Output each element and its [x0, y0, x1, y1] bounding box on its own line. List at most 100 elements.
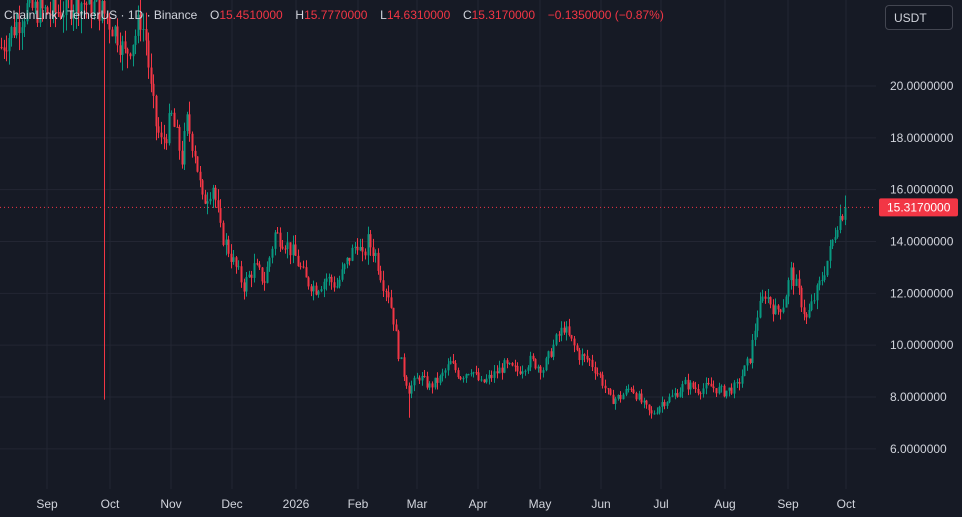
candle-body	[699, 393, 702, 395]
candle-body	[488, 374, 491, 379]
candle-body	[333, 282, 336, 288]
candle-body	[836, 229, 839, 238]
candle-body	[591, 359, 594, 368]
candle-body	[328, 276, 331, 279]
candle-body	[382, 280, 385, 291]
symbol-name[interactable]: ChainLink / TetherUS	[4, 8, 118, 22]
candle-body	[28, 0, 31, 4]
candle-body	[387, 292, 390, 298]
candle-body	[204, 194, 207, 204]
candle-body	[578, 350, 581, 361]
separator: ·	[146, 8, 151, 22]
candle-body	[658, 406, 661, 413]
candle-body	[108, 17, 111, 30]
candle-body	[630, 388, 633, 390]
candle-body	[13, 27, 16, 36]
candle-body	[645, 400, 648, 405]
x-tick-label: Sep	[777, 497, 799, 511]
candle-body	[816, 285, 819, 301]
candle-body	[225, 239, 228, 245]
candle-body	[152, 83, 155, 96]
candle-body	[743, 365, 746, 377]
candle-body	[736, 382, 739, 384]
candle-body	[119, 45, 122, 55]
y-tick-label: 18.0000000	[890, 131, 954, 145]
candle-body	[194, 150, 197, 157]
currency-button[interactable]: USDT	[885, 5, 953, 30]
candle-body	[779, 309, 782, 313]
candle-body	[271, 248, 274, 258]
candle-body	[475, 372, 478, 374]
candle-body	[795, 278, 798, 286]
candle-body	[302, 266, 305, 268]
candle-body	[818, 280, 821, 286]
candle-body	[70, 0, 73, 19]
candle-body	[235, 257, 238, 267]
candle-body	[209, 198, 212, 202]
candle-body	[821, 279, 824, 281]
candle-body	[725, 390, 728, 397]
price-axis[interactable]: 6.0000000 8.0000000 10.0000000 12.0000000 14…	[890, 79, 954, 456]
candle-body	[330, 276, 333, 283]
candle-body	[126, 48, 129, 54]
candle-body	[237, 266, 240, 268]
candle-body	[689, 382, 692, 390]
candle-body	[341, 269, 344, 280]
candle-body	[54, 0, 57, 13]
candle-body	[18, 22, 21, 34]
x-tick-label: Feb	[348, 497, 369, 511]
candle-body	[129, 53, 132, 57]
low-value: 14.6310000	[386, 8, 451, 22]
candle-body	[749, 358, 752, 363]
candle-body	[459, 377, 462, 380]
interval[interactable]: 1D	[127, 8, 144, 22]
candle-body	[230, 253, 233, 262]
candle-body	[581, 354, 584, 361]
candle-body	[774, 305, 777, 315]
candle-body	[403, 357, 406, 377]
candle-body	[547, 351, 550, 359]
candle-body	[503, 360, 506, 373]
candle-body	[379, 270, 382, 281]
candle-body	[369, 234, 372, 248]
candle-body	[452, 361, 455, 364]
candle-body	[62, 15, 65, 18]
candle-body	[715, 388, 718, 394]
symbol-legend: ChainLink / TetherUS · 1D · Binance O15.…	[4, 8, 664, 22]
candle-body	[638, 393, 641, 400]
candle-body	[217, 200, 220, 209]
candle-body	[240, 266, 243, 283]
candle-body	[583, 354, 586, 356]
time-axis[interactable]: Sep Oct Nov Dec 2026 Feb Mar Apr May Jun Jul Aug Sep…	[36, 497, 856, 511]
candle-body	[552, 344, 555, 357]
last-price-label: 15.3170000	[887, 200, 951, 214]
candle-body	[839, 215, 842, 230]
candle-body	[124, 41, 127, 49]
candle-body	[529, 355, 532, 368]
candle-body	[98, 0, 101, 21]
x-tick-label: 2026	[283, 497, 310, 511]
candle-body	[472, 372, 475, 374]
candle-body	[777, 305, 780, 310]
candle-body	[26, 3, 29, 22]
candle-body	[705, 382, 708, 389]
candle-body	[281, 246, 284, 249]
candle-body	[356, 246, 359, 251]
candle-body	[44, 7, 47, 9]
candle-body	[39, 0, 42, 23]
separator: ·	[120, 8, 125, 22]
exchange[interactable]: Binance	[153, 8, 198, 22]
candle-body	[759, 300, 762, 318]
candle-body	[521, 371, 524, 374]
candle-body	[307, 277, 310, 287]
candle-body	[514, 365, 517, 367]
candle-body	[767, 297, 770, 299]
candle-body	[539, 366, 542, 373]
candle-body	[506, 360, 509, 364]
candle-body	[116, 26, 119, 46]
candle-body	[800, 287, 803, 308]
candle-body	[168, 113, 171, 144]
candle-body	[477, 372, 480, 381]
candle-body	[834, 237, 837, 240]
